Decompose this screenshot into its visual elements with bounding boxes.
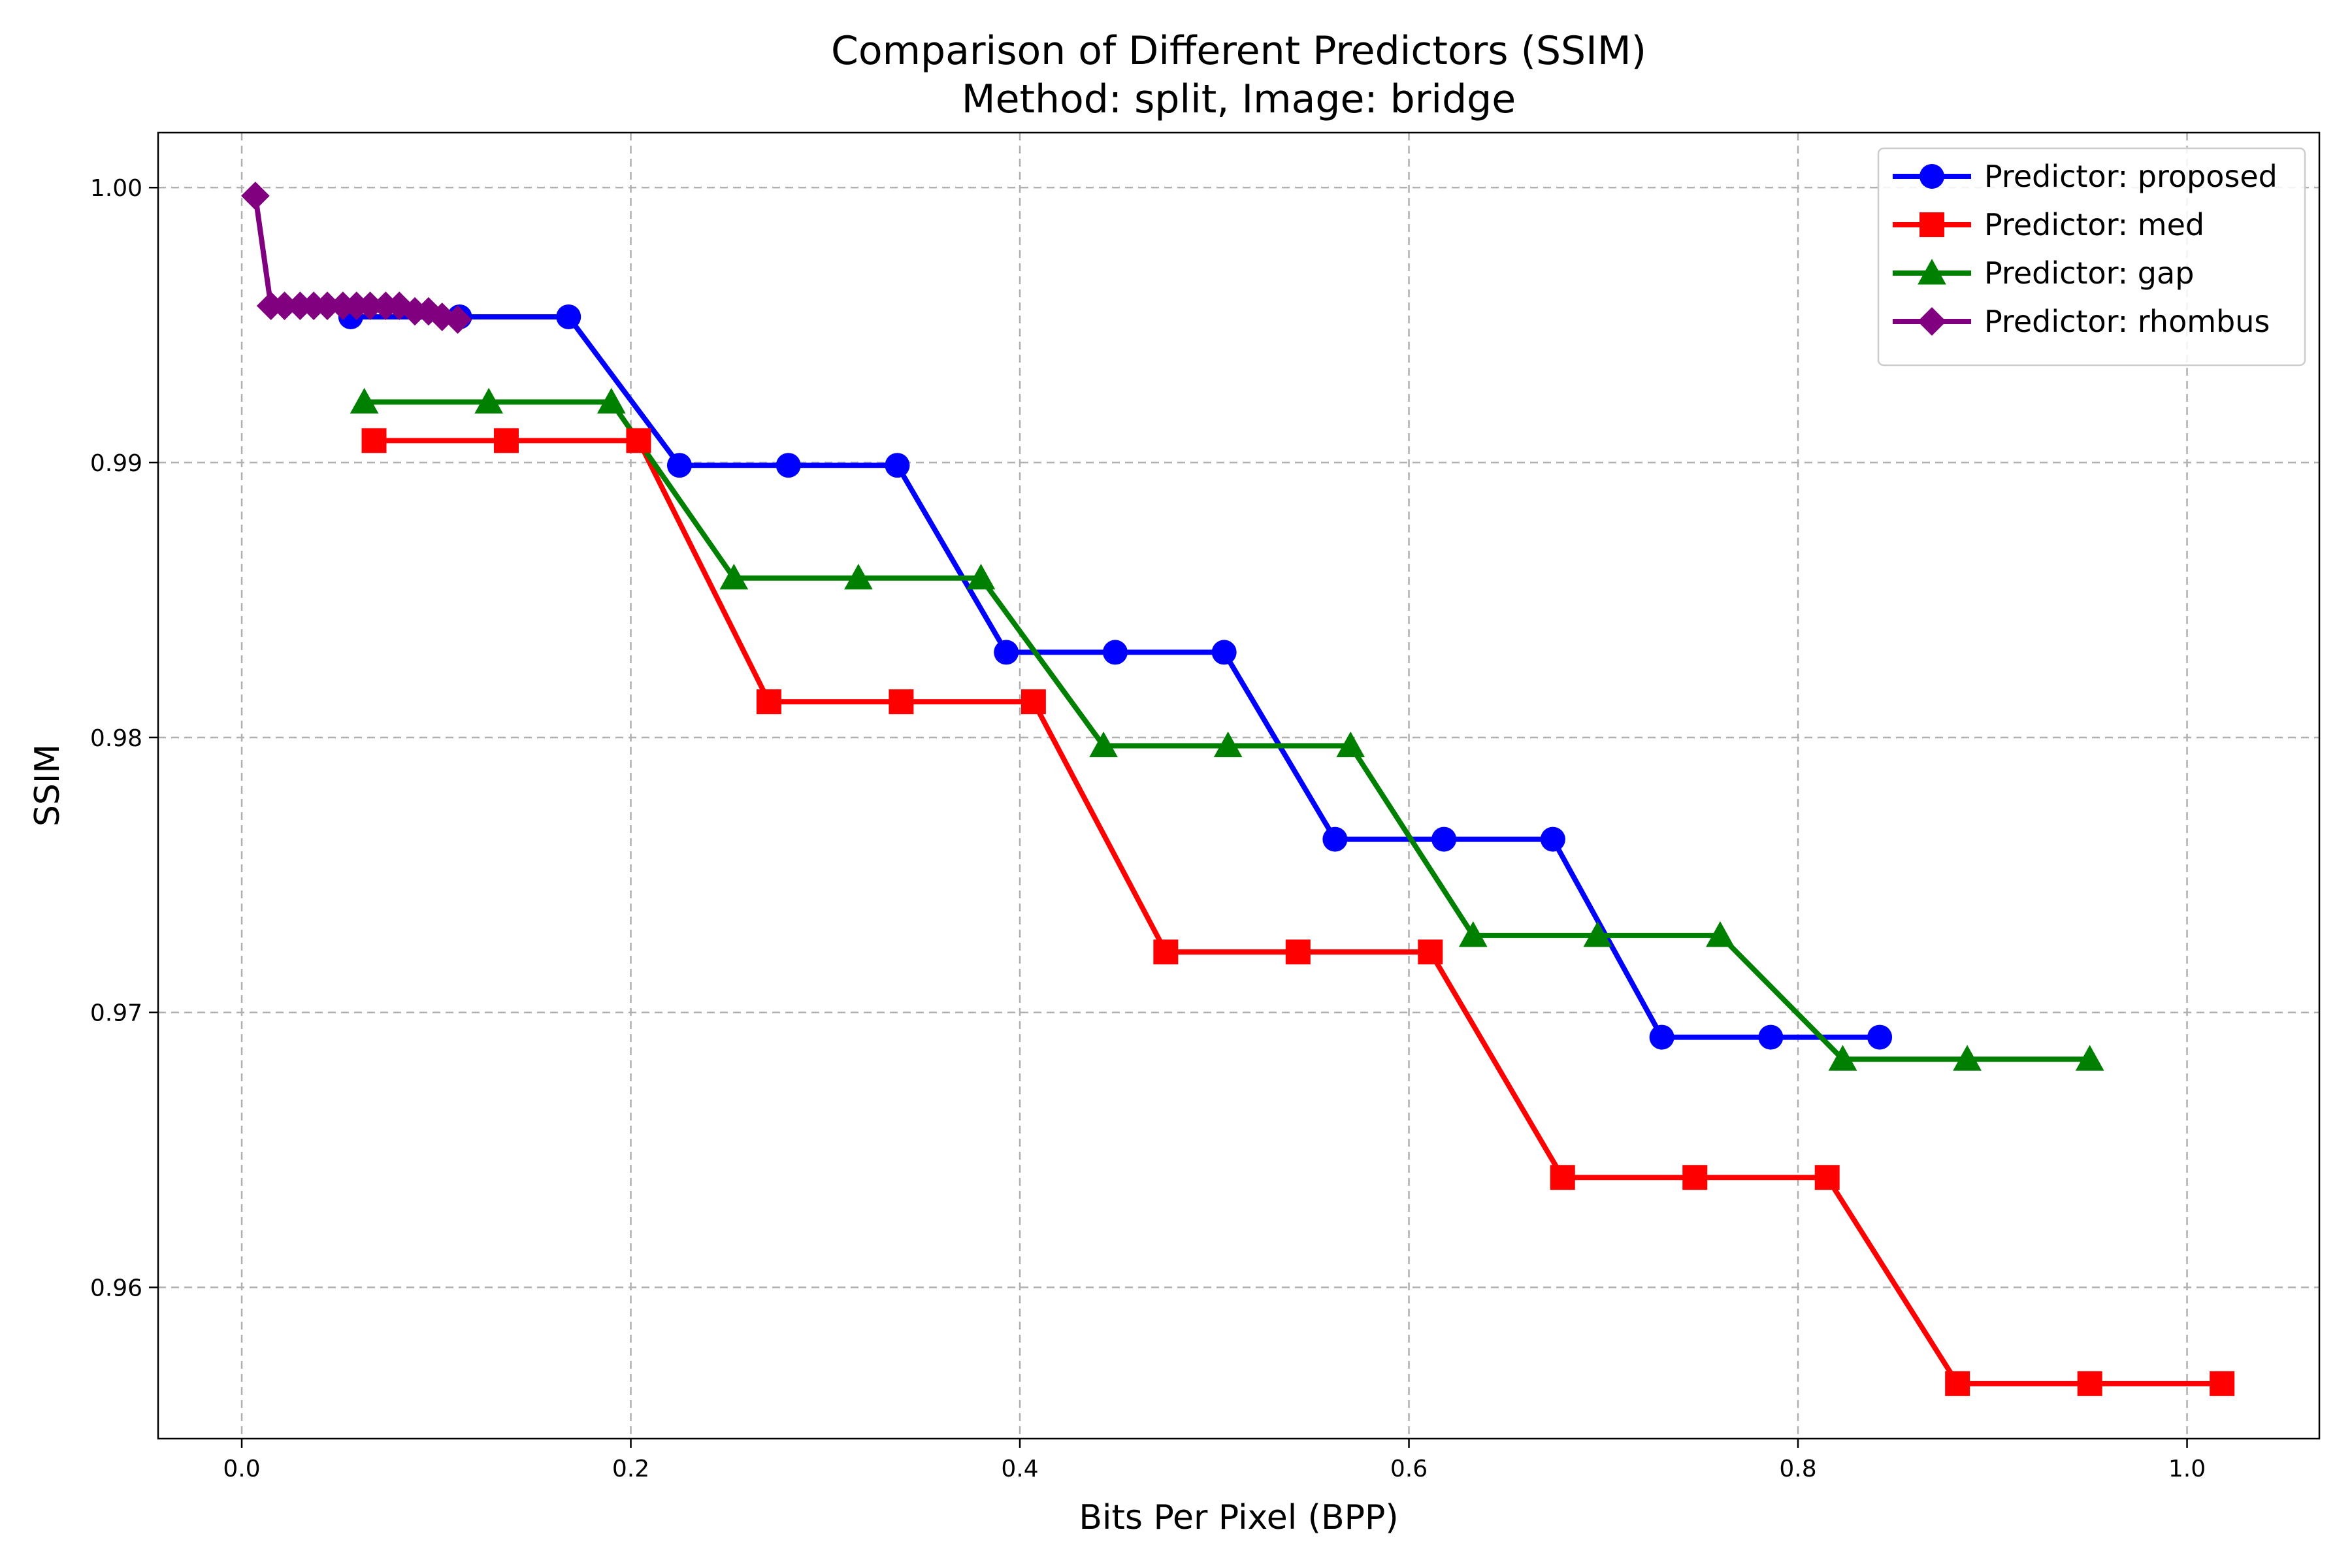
data-point-square [889,689,914,715]
y-axis-label: SSIM [28,744,67,826]
data-point-square [1945,1371,1970,1396]
legend-marker-diamond [1918,307,1946,336]
x-tick-label: 1.0 [2168,1456,2206,1482]
data-point-square [1021,689,1046,715]
data-point-circle [666,453,692,478]
chart-subtitle: Method: split, Image: bridge [962,76,1516,122]
data-point-circle [1867,1024,1893,1050]
data-point-square [1682,1165,1708,1190]
data-point-square [2077,1371,2102,1396]
y-tick-label: 1.00 [90,175,142,202]
data-point-circle [1540,826,1565,852]
series-markers [241,181,2235,1396]
data-point-circle [556,304,581,329]
data-point-square [626,428,651,453]
data-point-triangle [1706,921,1735,947]
data-point-triangle [1828,1045,1857,1071]
data-point-circle [1211,640,1237,665]
data-point-triangle [1336,731,1365,757]
data-point-diamond [427,302,457,331]
legend-box [1877,147,2306,367]
data-point-circle [1758,1024,1784,1050]
data-point-triangle [474,387,504,414]
y-tick-label: 0.99 [90,450,142,477]
legend-marker-circle [1919,164,1944,189]
data-point-square [1285,939,1311,965]
data-point-triangle [350,387,379,414]
legend-label: Predictor: rhombus [1984,304,2270,339]
x-tick-label: 0.6 [1390,1456,1428,1482]
y-tick-label: 0.98 [90,725,142,752]
legend: Predictor: proposed Predictor: med Predict… [1877,147,2306,367]
legend-label: Predictor: med [1984,207,2204,242]
x-axis-ticks: 0.0 0.2 0.4 0.6 0.8 1.0 [223,1439,2206,1482]
data-point-triangle [719,563,749,590]
data-point-circle [994,640,1019,665]
chart-title: Comparison of Different Predictors (SSIM… [831,28,1646,74]
x-tick-label: 0.2 [612,1456,649,1482]
data-point-triangle [2075,1045,2104,1071]
plot-frame [157,131,2321,1440]
data-point-diamond [443,305,472,335]
data-point-triangle [1953,1045,1982,1071]
y-axis-ticks: 0.96 0.97 0.98 0.99 1.00 [90,175,158,1302]
data-point-triangle [596,387,626,414]
data-point-square [1814,1165,1840,1190]
data-point-diamond [270,291,299,320]
data-point-diamond [313,291,342,320]
x-tick-label: 0.0 [223,1456,260,1482]
x-tick-label: 0.8 [1779,1456,1816,1482]
data-point-circle [1102,640,1128,665]
legend-label: Predictor: gap [1984,255,2194,291]
data-point-circle [1649,1024,1674,1050]
data-point-circle [776,453,801,478]
y-tick-label: 0.97 [90,1000,142,1027]
data-point-triangle [1583,921,1612,947]
legend-label: Predictor: proposed [1984,159,2278,194]
data-point-square [493,428,519,453]
data-point-circle [1431,826,1457,852]
data-point-triangle [1458,921,1488,947]
y-tick-label: 0.96 [90,1275,142,1302]
data-point-triangle [1089,731,1118,757]
data-point-circle [885,453,910,478]
data-point-diamond [355,291,385,320]
data-point-triangle [1213,731,1243,757]
data-point-square [756,689,781,715]
legend-marker-square [1919,212,1944,237]
data-point-square [1153,939,1179,965]
legend-marker-triangle [1918,259,1946,285]
data-point-diamond [241,181,270,210]
grid [158,133,2319,1439]
x-axis-label: Bits Per Pixel (BPP) [1079,1498,1398,1537]
data-point-square [1550,1165,1575,1190]
data-point-triangle [844,563,873,590]
data-point-square [1418,939,1443,965]
data-point-square [361,428,387,453]
x-tick-label: 0.4 [1001,1456,1038,1482]
data-point-triangle [966,563,996,590]
data-point-square [2210,1371,2235,1396]
data-point-circle [1322,826,1348,852]
data-point-diamond [385,291,414,320]
